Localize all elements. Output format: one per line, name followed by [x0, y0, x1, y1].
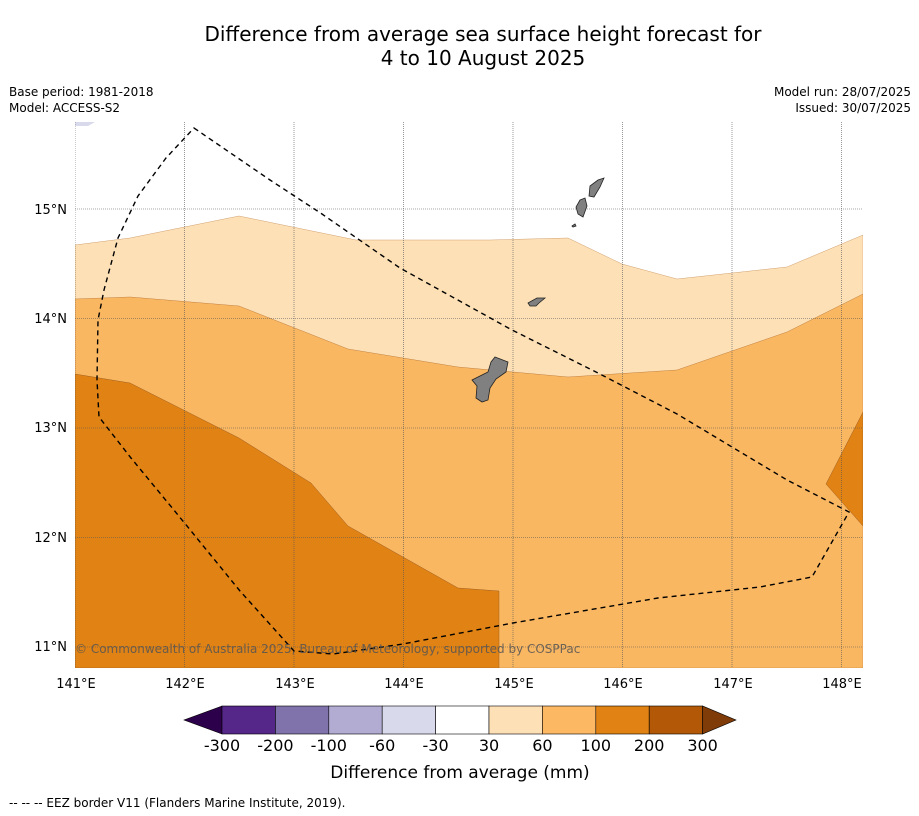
model-run: Model run: 28/07/2025 [773, 85, 911, 99]
gridlines [75, 122, 863, 668]
colorbar-tick: -30 [423, 736, 449, 755]
title-line-1: Difference from average sea surface heig… [204, 22, 762, 46]
lon-tick-141: 141°E [56, 677, 96, 692]
colorbar-cell [328, 705, 383, 735]
lat-tick-12: 12°N [34, 531, 67, 546]
map-plot: © Commonwealth of Australia 2025, Bureau… [75, 122, 863, 668]
island-saipan [588, 177, 605, 198]
colorbar-cell [542, 705, 597, 735]
colorbar-cells [183, 705, 737, 735]
eez-footer-note: -- -- -- EEZ border V11 (Flanders Marine… [9, 796, 346, 810]
colorbar-tick: 300 [687, 736, 718, 755]
lon-tick-146: 146°E [603, 677, 643, 692]
band-100-200-east [825, 411, 863, 527]
meta-left: Base period: 1981-2018 Model: ACCESS-S2 [9, 84, 154, 116]
colorbar-tick: 200 [634, 736, 665, 755]
lat-tick-11: 11°N [34, 640, 67, 655]
lat-tick-labels: 15°N 14°N 13°N 12°N 11°N [34, 203, 67, 655]
island-guam [471, 356, 509, 403]
colorbar-cell [488, 705, 543, 735]
meta-right: Model run: 28/07/2025 Issued: 30/07/2025 [774, 84, 911, 116]
colorbar-cell [648, 705, 703, 735]
island-aguijan [571, 223, 577, 228]
colorbar-tick: -300 [204, 736, 240, 755]
lon-tick-148: 148°E [822, 677, 862, 692]
lon-tick-144: 144°E [384, 677, 424, 692]
colorbar-cell [381, 705, 436, 735]
land-masses [471, 177, 605, 403]
island-rota [527, 297, 547, 307]
island-tinian [575, 197, 588, 218]
colorbar-tick: 30 [479, 736, 499, 755]
lon-tick-143: 143°E [275, 677, 315, 692]
colorbar-extend-high [702, 705, 737, 735]
colorbar-cell [275, 705, 330, 735]
lon-tick-147: 147°E [713, 677, 753, 692]
lat-tick-13: 13°N [34, 421, 67, 436]
colorbar-cell [221, 705, 276, 735]
lat-tick-14: 14°N [34, 312, 67, 327]
colorbar-tick: -100 [311, 736, 347, 755]
issued-date: Issued: 30/07/2025 [795, 101, 911, 115]
base-period: Base period: 1981-2018 [9, 85, 154, 99]
colorbar-tick: -60 [369, 736, 395, 755]
lon-tick-labels: 141°E 142°E 143°E 144°E 145°E 146°E 147°… [56, 677, 862, 692]
chart-title: Difference from average sea surface heig… [0, 22, 919, 70]
colorbar-cell [435, 705, 490, 735]
colorbar-tick: -200 [257, 736, 293, 755]
copyright-notice: © Commonwealth of Australia 2025, Bureau… [75, 642, 580, 656]
colorbar-tick-labels: -300 -200 -100 -60 -30 30 60 100 200 300 [204, 736, 718, 755]
lon-tick-142: 142°E [165, 677, 205, 692]
colorbar-cell [595, 705, 650, 735]
lat-tick-15: 15°N [34, 203, 67, 218]
eez-border [96, 127, 850, 655]
colorbar-tick: 60 [532, 736, 552, 755]
model-name: Model: ACCESS-S2 [9, 101, 121, 115]
colorbar: -300 -200 -100 -60 -30 30 60 100 200 300 Differen… [183, 705, 737, 783]
colorbar-tick: 100 [581, 736, 612, 755]
colorbar-extend-low [183, 705, 223, 735]
patch-minus-30 [75, 122, 95, 126]
colorbar-label: Difference from average (mm) [330, 763, 589, 783]
title-line-2: 4 to 10 August 2025 [380, 46, 586, 70]
lon-tick-145: 145°E [494, 677, 534, 692]
